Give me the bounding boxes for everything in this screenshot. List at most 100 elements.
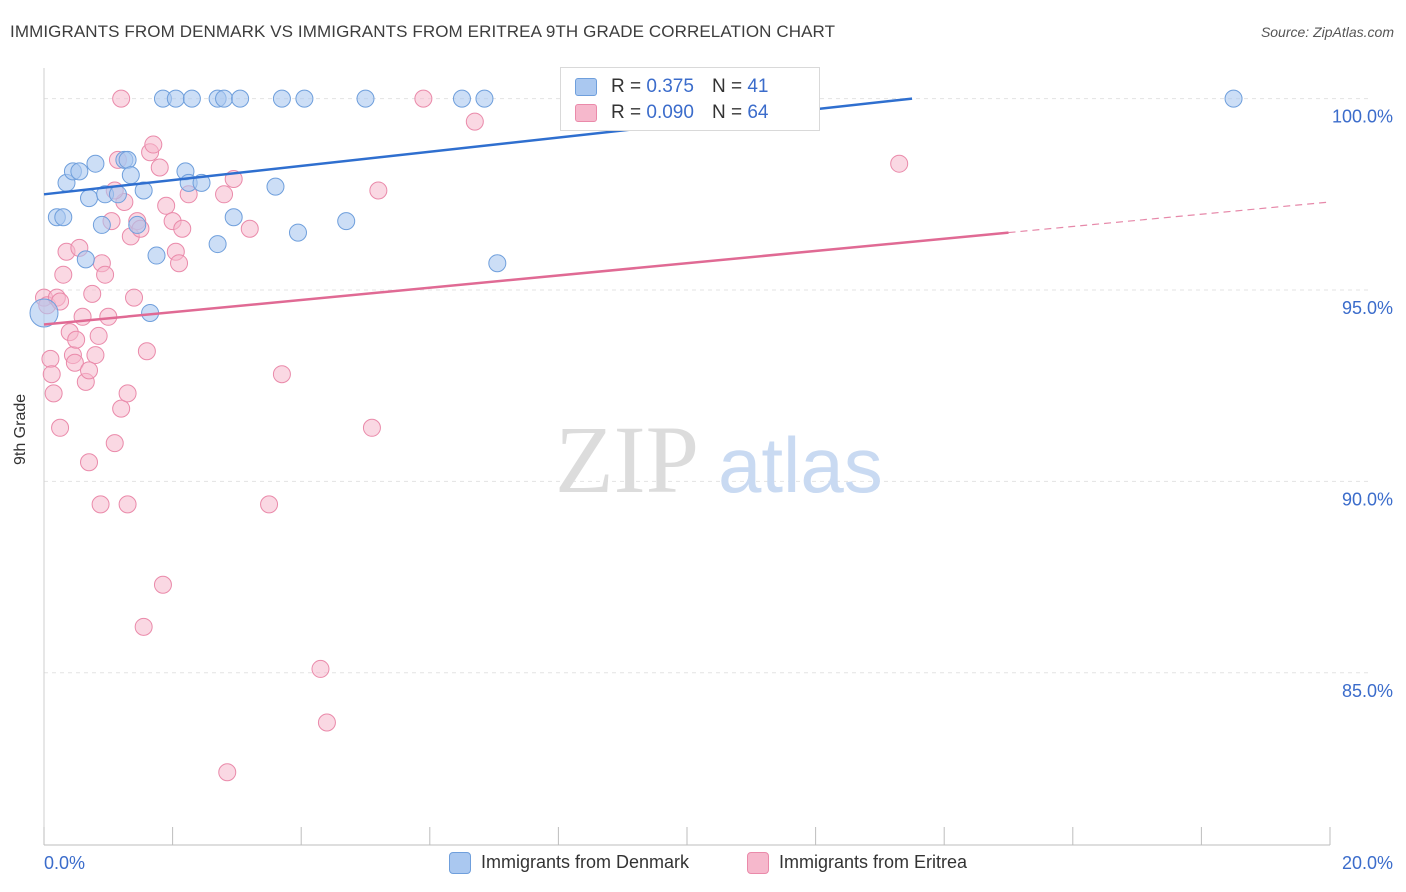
eritrea-point [80,453,99,472]
eritrea-point [118,495,137,514]
denmark-point [272,89,291,108]
denmark-point [76,250,95,269]
legend-r-label: R = [611,102,642,123]
denmark-point [356,89,375,108]
eritrea-point [67,330,86,349]
eritrea-point [170,254,189,273]
eritrea-point [118,384,137,403]
bottom-legend-eritrea: Immigrants from Eritrea [747,852,968,875]
eritrea-point [125,288,144,307]
eritrea-point [144,135,163,154]
axes [43,68,1331,846]
legend-r-value-eritrea: 0.090 [646,102,694,123]
denmark-point [224,208,243,227]
y-tick-label: 85.0% [1342,681,1393,701]
bottom-legend-label-eritrea: Immigrants from Eritrea [779,852,968,872]
watermark-atlas: atlas [718,421,883,509]
eritrea-point [105,434,124,453]
legend-n-value-eritrea: 64 [747,102,769,123]
eritrea-point [272,365,291,384]
y-tick-label: 95.0% [1342,298,1393,318]
denmark-point [475,89,494,108]
denmark-point [70,162,89,181]
eritrea-point [890,154,909,173]
denmark-point [54,208,73,227]
y-tick-label: 90.0% [1342,489,1393,509]
eritrea-point [153,575,172,594]
y-axis-label: 9th Grade [12,393,29,465]
bottom-legend-denmark: Immigrants from Denmark [449,852,690,875]
x-tick-labels: 0.0% 20.0% [44,853,1393,873]
eritrea-point [91,495,110,514]
bottom-legend-label-denmark: Immigrants from Denmark [481,852,690,872]
eritrea-point [369,181,388,200]
denmark-point [266,177,285,196]
eritrea-point [134,617,153,636]
y-tick-label: 100.0% [1332,107,1393,127]
eritrea-point [41,349,60,368]
eritrea-trend-extension [1008,201,1331,234]
denmark-point [147,246,166,265]
denmark-point [452,89,471,108]
legend-n-label: N = [711,76,743,97]
eritrea-point [157,196,176,215]
denmark-point [121,166,140,185]
denmark-point [1224,89,1243,108]
legend-n-label: N = [711,102,743,123]
eritrea-point [89,326,108,345]
eritrea-point [150,158,169,177]
eritrea-point [54,265,73,284]
y-tick-labels: 85.0% 90.0% 95.0% 100.0% [1332,107,1393,701]
eritrea-point [42,365,61,384]
denmark-point [208,235,227,254]
watermark: ZIP atlas [555,406,883,513]
bottom-legend-swatch-eritrea [747,852,769,875]
denmark-point [29,298,59,328]
watermark-zip: ZIP [555,406,699,513]
denmark-point [288,223,307,242]
denmark-point [108,185,127,204]
eritrea-point [96,265,115,284]
eritrea-point [240,219,259,238]
denmark-point [166,89,185,108]
denmark-point [118,150,137,169]
legend-swatch-denmark [575,77,597,96]
eritrea-point [112,399,131,418]
eritrea-point [51,418,70,437]
source-label: Source: ZipAtlas.com [1260,24,1394,40]
legend-n-value-denmark: 41 [747,76,769,97]
legend-r-label: R = [611,76,642,97]
eritrea-point [465,112,484,131]
eritrea-point [362,418,381,437]
eritrea-point [311,659,330,678]
denmark-point [215,89,234,108]
denmark-point [86,154,105,173]
denmark-point [488,254,507,273]
denmark-point [128,215,147,234]
denmark-point [92,215,111,234]
eritrea-point [44,384,63,403]
eritrea-point [215,185,234,204]
denmark-point [182,89,201,108]
eritrea-trend-line [43,231,1009,326]
denmark-point [134,181,153,200]
grid-lines [44,98,1370,674]
eritrea-point [65,353,84,372]
denmark-point [337,212,356,231]
legend-row-denmark: R = 0.375 N = 41 [575,76,768,102]
denmark-point [295,89,314,108]
bottom-legend-swatch-denmark [449,852,471,875]
eritrea-point [218,763,237,782]
x-tick-label-start: 0.0% [44,853,85,873]
eritrea-point [173,219,192,238]
chart-title: IMMIGRANTS FROM DENMARK VS IMMIGRANTS FR… [10,22,836,41]
eritrea-point [83,284,102,303]
x-tick-label-end: 20.0% [1342,853,1393,873]
denmark-points [29,89,1243,328]
eritrea-point [112,89,131,108]
legend-swatch-eritrea [575,103,597,122]
eritrea-point [137,342,156,361]
eritrea-point [86,346,105,365]
legend-row-eritrea: R = 0.090 N = 64 [575,102,768,128]
